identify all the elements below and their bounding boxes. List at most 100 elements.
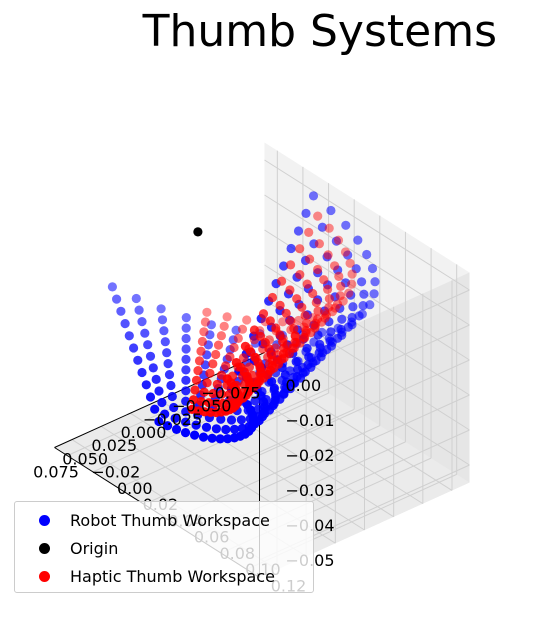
- robot-point: [160, 337, 170, 347]
- robot-point: [171, 424, 182, 434]
- robot-point: [301, 208, 311, 218]
- haptic-point: [258, 309, 269, 319]
- haptic-point: [265, 316, 275, 326]
- robot-point: [286, 243, 296, 254]
- z-tick-label: −0.01: [286, 411, 335, 430]
- haptic-point: [247, 370, 257, 380]
- haptic-point: [199, 327, 209, 337]
- haptic-point: [286, 260, 296, 270]
- robot-point: [169, 402, 179, 413]
- robot-point: [216, 414, 226, 424]
- z-tick-label: −0.02: [286, 446, 335, 465]
- robot-point: [181, 386, 191, 396]
- haptic-point: [202, 378, 212, 388]
- haptic-point: [311, 318, 321, 328]
- robot-point: [317, 222, 327, 232]
- haptic-point: [194, 356, 205, 366]
- haptic-point: [334, 271, 344, 281]
- haptic-point: [324, 223, 334, 233]
- haptic-point: [333, 235, 344, 245]
- robot-point: [181, 354, 191, 364]
- grid-line: [264, 299, 470, 431]
- haptic-point: [340, 247, 351, 257]
- robot-point: [124, 331, 134, 341]
- haptic-point: [227, 371, 238, 381]
- grid-line: [259, 394, 470, 491]
- robot-point: [150, 404, 160, 414]
- robot-point: [341, 220, 351, 230]
- robot-point: [141, 380, 151, 390]
- haptic-point: [285, 285, 295, 295]
- haptic-point: [255, 361, 265, 371]
- haptic-point: [330, 261, 340, 271]
- grid-line: [264, 194, 470, 326]
- haptic-point: [199, 387, 209, 397]
- robot-point: [236, 415, 246, 425]
- haptic-point: [313, 264, 323, 275]
- haptic-point: [327, 307, 337, 317]
- haptic-point: [244, 362, 254, 372]
- grid-line: [264, 264, 470, 396]
- haptic-point: [313, 211, 323, 221]
- robot-point: [107, 282, 117, 292]
- haptic-point: [300, 310, 310, 321]
- robot-point: [358, 301, 368, 311]
- legend-item-robot: Robot Thumb Workspace: [21, 506, 307, 534]
- haptic-point: [294, 315, 304, 326]
- robot-point: [156, 304, 166, 314]
- haptic-point: [286, 316, 296, 326]
- robot-point: [261, 394, 271, 405]
- robot-point: [353, 235, 363, 245]
- robot-point: [324, 333, 334, 343]
- grid-line: [259, 324, 470, 421]
- grid-line: [264, 159, 470, 291]
- haptic-point: [224, 389, 235, 399]
- robot-point: [112, 294, 122, 304]
- haptic-point: [233, 362, 243, 372]
- y-tick-label: 0.00: [117, 479, 153, 498]
- haptic-point: [221, 361, 231, 371]
- robot-point: [143, 340, 153, 350]
- robot-point: [181, 333, 191, 344]
- robot-point: [137, 367, 147, 378]
- robot-point: [167, 391, 177, 402]
- robot-point: [181, 375, 191, 385]
- robot-point: [116, 306, 126, 316]
- haptic-point: [286, 325, 296, 335]
- haptic-point: [244, 344, 254, 354]
- robot-point: [343, 250, 353, 260]
- haptic-point: [275, 300, 285, 310]
- robot-point: [279, 261, 289, 271]
- haptic-point: [200, 317, 210, 327]
- haptic-point: [273, 350, 283, 360]
- haptic-point: [292, 294, 302, 304]
- robot-point: [148, 363, 158, 373]
- robot-point: [308, 191, 319, 201]
- robot-point: [180, 428, 191, 438]
- haptic-point: [238, 353, 248, 363]
- robot-point: [198, 432, 209, 442]
- x-tick-label: 0.075: [33, 463, 79, 482]
- robot-point: [163, 359, 173, 369]
- haptic-point: [196, 346, 206, 356]
- robot-point: [162, 348, 172, 358]
- haptic-point: [193, 366, 203, 376]
- haptic-point: [345, 258, 355, 268]
- robot-point: [351, 264, 361, 274]
- haptic-point: [299, 322, 309, 332]
- haptic-point: [320, 308, 330, 319]
- robot-point: [315, 343, 325, 353]
- robot-point: [285, 366, 295, 376]
- haptic-point: [219, 321, 229, 331]
- haptic-point: [347, 269, 357, 279]
- haptic-point: [304, 227, 314, 237]
- haptic-point: [290, 331, 300, 341]
- robot-point: [357, 277, 367, 287]
- haptic-point: [281, 308, 291, 318]
- robot-point: [369, 289, 379, 299]
- robot-point: [215, 434, 225, 444]
- robot-point: [129, 343, 139, 353]
- haptic-point: [216, 370, 227, 380]
- haptic-point: [319, 275, 329, 285]
- y-tick-label: −0.02: [91, 463, 140, 482]
